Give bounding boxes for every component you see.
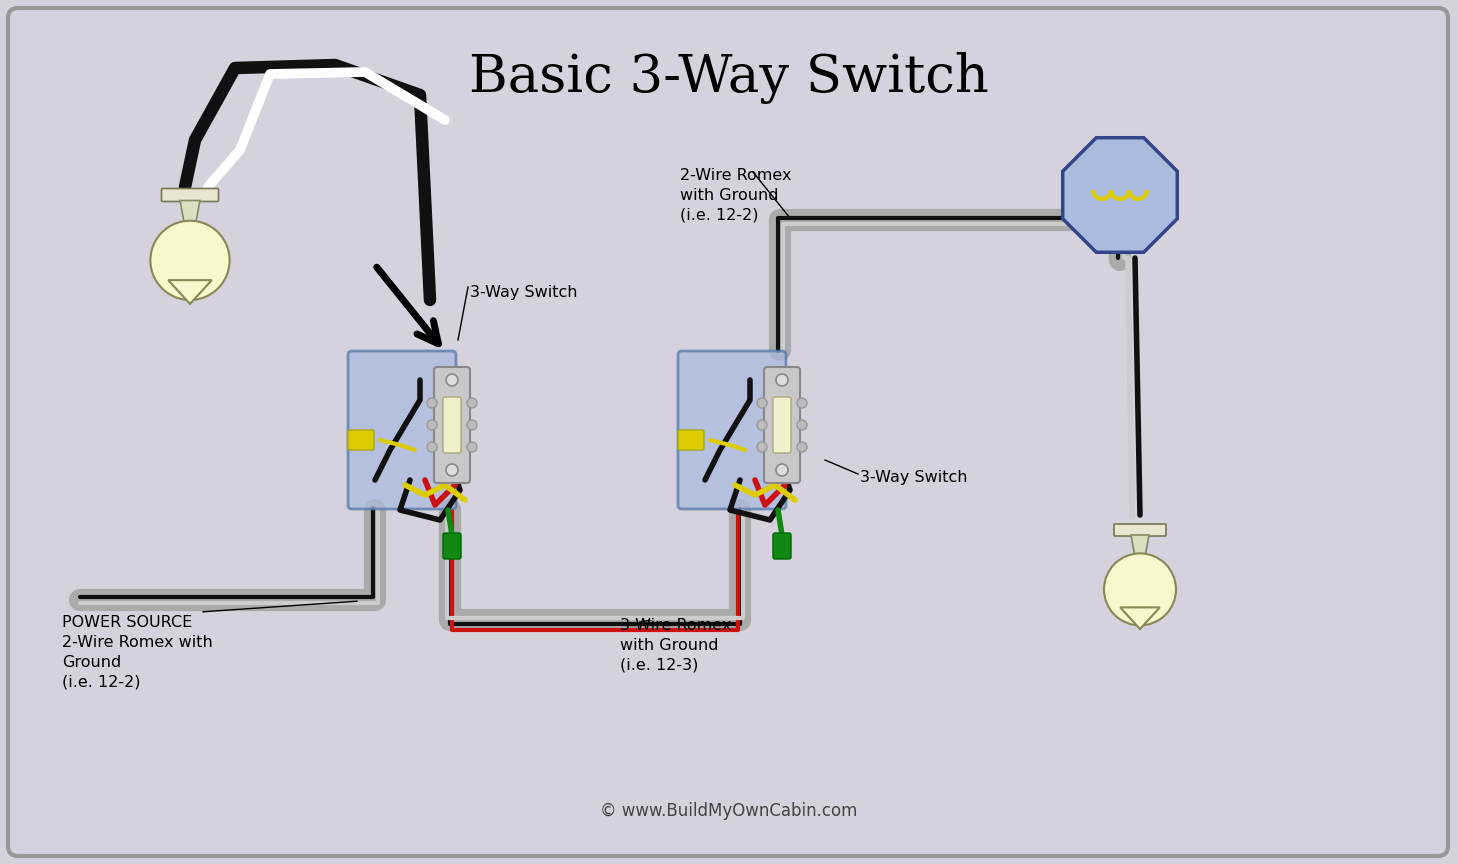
- FancyBboxPatch shape: [678, 351, 786, 509]
- Circle shape: [757, 420, 767, 430]
- FancyBboxPatch shape: [348, 430, 375, 450]
- Circle shape: [427, 420, 437, 430]
- Text: POWER SOURCE
2-Wire Romex with
Ground
(i.e. 12-2): POWER SOURCE 2-Wire Romex with Ground (i…: [63, 615, 213, 689]
- Circle shape: [798, 398, 806, 408]
- Text: 3-Wire Romex
with Ground
(i.e. 12-3): 3-Wire Romex with Ground (i.e. 12-3): [620, 618, 732, 672]
- FancyBboxPatch shape: [443, 533, 461, 559]
- Circle shape: [467, 442, 477, 452]
- FancyBboxPatch shape: [764, 367, 800, 483]
- Circle shape: [757, 442, 767, 452]
- Text: Basic 3-Way Switch: Basic 3-Way Switch: [469, 52, 989, 104]
- Polygon shape: [181, 200, 200, 225]
- Polygon shape: [1120, 607, 1159, 629]
- Circle shape: [446, 374, 458, 386]
- Circle shape: [798, 442, 806, 452]
- FancyBboxPatch shape: [348, 351, 456, 509]
- FancyBboxPatch shape: [7, 8, 1448, 856]
- Text: © www.BuildMyOwnCabin.com: © www.BuildMyOwnCabin.com: [601, 802, 857, 820]
- Circle shape: [1104, 554, 1177, 626]
- Circle shape: [150, 220, 229, 300]
- Circle shape: [776, 374, 787, 386]
- Text: 2-Wire Romex
with Ground
(i.e. 12-2): 2-Wire Romex with Ground (i.e. 12-2): [679, 168, 792, 223]
- Polygon shape: [1063, 137, 1177, 252]
- FancyBboxPatch shape: [434, 367, 469, 483]
- FancyBboxPatch shape: [773, 533, 792, 559]
- Circle shape: [427, 442, 437, 452]
- Circle shape: [446, 464, 458, 476]
- Circle shape: [757, 398, 767, 408]
- Circle shape: [427, 398, 437, 408]
- FancyBboxPatch shape: [678, 430, 704, 450]
- Circle shape: [776, 464, 787, 476]
- Text: 3-Way Switch: 3-Way Switch: [860, 470, 968, 485]
- Circle shape: [467, 420, 477, 430]
- FancyBboxPatch shape: [1114, 524, 1166, 536]
- FancyBboxPatch shape: [443, 397, 461, 453]
- FancyBboxPatch shape: [773, 397, 792, 453]
- Text: 3-Way Switch: 3-Way Switch: [469, 285, 577, 300]
- Polygon shape: [1131, 535, 1149, 557]
- Polygon shape: [168, 280, 211, 304]
- Circle shape: [467, 398, 477, 408]
- Circle shape: [798, 420, 806, 430]
- FancyBboxPatch shape: [162, 188, 219, 201]
